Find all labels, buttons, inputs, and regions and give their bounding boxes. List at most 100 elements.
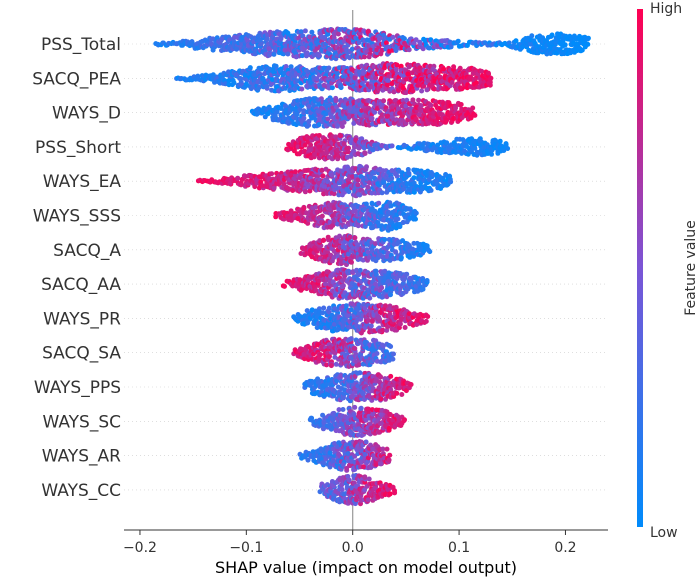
shap-point (485, 70, 491, 76)
shap-point (321, 305, 327, 311)
shap-point (304, 123, 310, 129)
shap-point (316, 52, 322, 58)
shap-point (398, 255, 404, 261)
shap-point (307, 34, 313, 40)
shap-point (344, 146, 350, 151)
shap-point (447, 173, 453, 179)
shap-point (513, 38, 519, 44)
shap-point (406, 47, 412, 53)
shap-point (234, 46, 240, 52)
shap-point (292, 169, 298, 175)
shap-point (365, 184, 371, 190)
shap-point (497, 138, 503, 144)
shap-point (243, 81, 249, 87)
shap-point (333, 98, 339, 104)
shap-point (362, 151, 368, 156)
shap-point (441, 66, 447, 72)
shap-point (302, 189, 308, 195)
shap-point (299, 53, 305, 59)
shap-point (338, 133, 344, 139)
shap-point (269, 171, 275, 177)
feature-row (280, 267, 430, 301)
shap-point (400, 85, 406, 91)
shap-point (285, 51, 291, 57)
shap-point (235, 175, 241, 181)
shap-point (341, 141, 347, 147)
shap-point (385, 82, 390, 88)
shap-point (376, 200, 382, 206)
shap-point (258, 41, 264, 47)
shap-point (238, 182, 244, 188)
feature-row (153, 26, 591, 62)
shap-point (255, 86, 261, 92)
feature-row (195, 163, 454, 199)
shap-point (356, 40, 362, 45)
shap-point (301, 205, 307, 211)
shap-point (384, 113, 390, 119)
feature-row (284, 132, 511, 162)
shap-point (579, 47, 585, 53)
shap-point (309, 29, 315, 35)
shap-point (271, 51, 277, 57)
shap-point (325, 234, 331, 240)
shap-point (256, 33, 262, 39)
shap-point (428, 187, 434, 193)
shap-point (420, 46, 426, 52)
shap-point (385, 78, 391, 83)
shap-point (470, 105, 476, 111)
shap-point (325, 31, 330, 37)
shap-point (418, 41, 423, 47)
shap-point (365, 29, 371, 35)
shap-point (529, 33, 535, 39)
shap-point (388, 292, 393, 298)
feature-row (291, 301, 431, 336)
shap-point (379, 190, 385, 196)
shap-point (237, 75, 243, 81)
shap-point (426, 45, 432, 51)
shap-point (451, 64, 457, 70)
shap-point (457, 85, 463, 91)
shap-point (364, 164, 369, 170)
shap-point (549, 32, 555, 38)
shap-point (479, 68, 485, 74)
shap-point (326, 65, 332, 71)
feature-row (298, 233, 433, 268)
shap-point (424, 243, 430, 249)
shap-point (448, 179, 454, 185)
shap-point (329, 85, 335, 91)
shap-point (411, 175, 417, 181)
shap-point (458, 102, 464, 107)
shap-point (298, 29, 304, 35)
shap-point (505, 146, 511, 151)
shap-point (416, 97, 422, 103)
shap-point (585, 36, 591, 42)
shap-point (377, 36, 382, 42)
shap-point (383, 40, 389, 46)
shap-point (562, 42, 568, 48)
shap-point (271, 185, 277, 191)
shap-point (406, 170, 412, 176)
shap-point (282, 103, 288, 109)
shap-point (264, 36, 270, 42)
feature-row (249, 95, 478, 129)
shap-point (302, 28, 308, 34)
shap-point (285, 30, 291, 36)
shap-point (419, 88, 425, 94)
shap-point (379, 285, 385, 291)
shap-point (413, 216, 418, 222)
shap-point (366, 54, 372, 60)
shap-point (338, 82, 344, 88)
shap-point (585, 41, 591, 47)
shap-point (362, 54, 367, 60)
shap-point (335, 31, 341, 37)
row-guidelines (124, 43, 608, 491)
shap-point (290, 188, 296, 193)
shap-point (395, 216, 401, 222)
shap-point (389, 143, 395, 149)
feature-row (273, 199, 419, 233)
shap-point (367, 295, 373, 301)
shap-point (385, 278, 391, 284)
shap-point (247, 65, 253, 71)
shap-point (455, 38, 461, 44)
